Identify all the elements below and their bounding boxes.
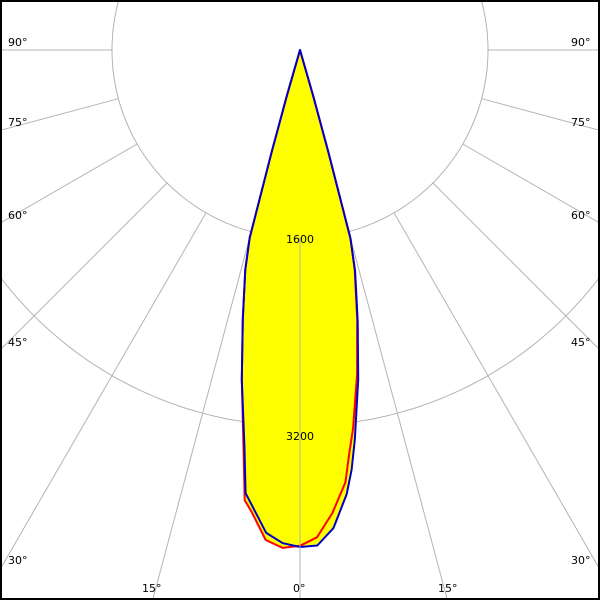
angle-grid-ray bbox=[152, 231, 252, 600]
angle-label-right-60: 60° bbox=[571, 209, 591, 222]
radial-grid-circle bbox=[111, 1, 300, 239]
labels: 90° 75° 60° 45° 30° 15° 90° 75° 60° 45° … bbox=[8, 36, 591, 595]
angle-grid-ray bbox=[481, 98, 600, 131]
angle-label-left-45: 45° bbox=[8, 336, 28, 349]
angle-grid-ray bbox=[432, 182, 600, 351]
angle-grid-ray bbox=[348, 231, 448, 600]
radial-grid-circle bbox=[300, 1, 489, 239]
angle-label-left-15: 15° bbox=[142, 582, 162, 595]
angle-label-left-30: 30° bbox=[8, 554, 28, 567]
angle-grid-ray bbox=[393, 212, 600, 570]
angle-label-left-90: 90° bbox=[8, 36, 28, 49]
angle-label-left-60: 60° bbox=[8, 209, 28, 222]
angle-label-right-30: 30° bbox=[571, 554, 591, 567]
angle-label-right-90: 90° bbox=[571, 36, 591, 49]
radial-label-3200: 3200 bbox=[286, 430, 314, 443]
angle-label-left-75: 75° bbox=[8, 116, 28, 129]
radial-grid-circle bbox=[300, 278, 599, 427]
angle-label-right-45: 45° bbox=[571, 336, 591, 349]
angle-grid-ray bbox=[0, 143, 138, 224]
radial-label-1600: 1600 bbox=[286, 233, 314, 246]
angle-label-right-75: 75° bbox=[571, 116, 591, 129]
angle-grid-ray bbox=[462, 143, 600, 224]
angle-label-0: 0° bbox=[293, 582, 306, 595]
angle-label-right-15: 15° bbox=[438, 582, 458, 595]
angle-grid-ray bbox=[0, 212, 207, 570]
angle-grid-ray bbox=[0, 182, 168, 351]
curves bbox=[240, 49, 360, 600]
angle-grid-ray bbox=[0, 98, 119, 131]
